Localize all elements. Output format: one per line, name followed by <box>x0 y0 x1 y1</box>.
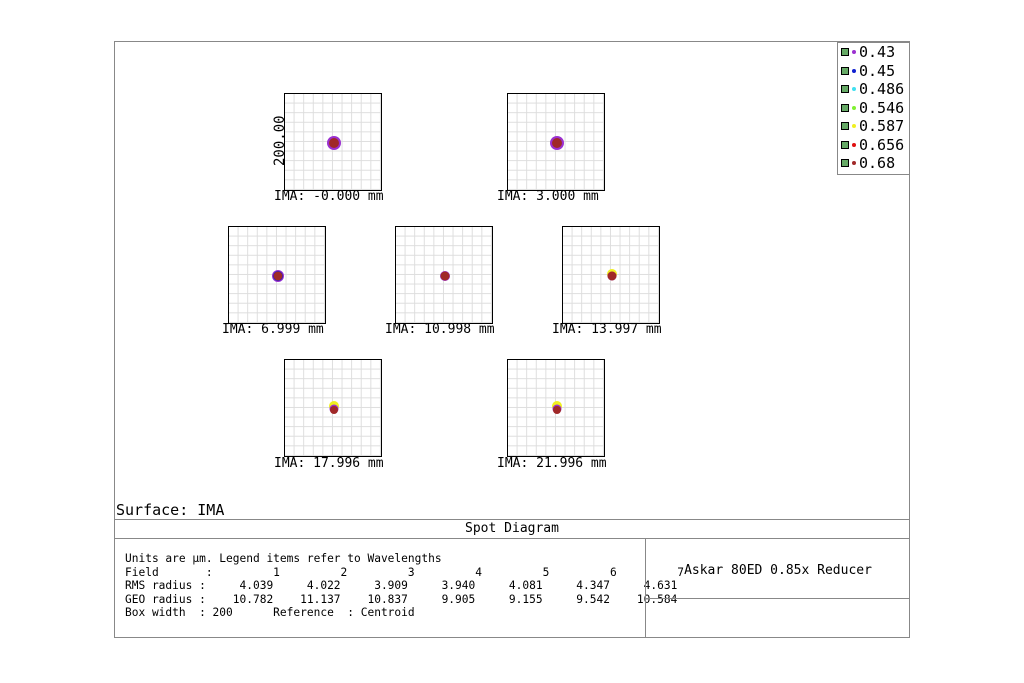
legend-dot-icon <box>852 87 856 92</box>
legend-dot-icon <box>852 124 856 129</box>
legend-swatch-icon <box>841 66 849 75</box>
legend-item: 0.656 <box>838 136 909 155</box>
spot-box-field-5 <box>562 226 660 324</box>
spot-wavelength-0.68 <box>607 271 617 281</box>
spot-box-field-3 <box>228 226 326 324</box>
legend-item: 0.546 <box>838 99 909 118</box>
spot-wavelength-0.68 <box>553 406 561 414</box>
field-label: IMA: 10.998 mm <box>385 322 495 337</box>
legend-item: 0.587 <box>838 117 909 136</box>
legend-swatch-icon <box>841 159 849 168</box>
spot-box-field-4 <box>395 226 493 324</box>
legend-item: 0.486 <box>838 80 909 99</box>
stats-text: Units are µm. Legend items refer to Wave… <box>125 552 684 620</box>
legend-item: 0.68 <box>838 154 909 173</box>
field-label: IMA: 21.996 mm <box>497 456 607 471</box>
box-width-axis-label: 200.00 <box>272 115 288 166</box>
legend-swatch-icon <box>841 48 849 57</box>
legend-item: 0.43 <box>838 43 909 62</box>
spot-wavelength-0.68 <box>273 271 283 281</box>
legend-dot-icon <box>852 50 856 55</box>
spot-box-field-1 <box>284 93 382 191</box>
legend-dot-icon <box>852 105 856 110</box>
legend-label: 0.587 <box>859 117 905 136</box>
system-info-box: Askar 80ED 0.85x Reducer <box>645 539 910 638</box>
field-label: IMA: 17.996 mm <box>274 456 384 471</box>
legend-label: 0.486 <box>859 80 905 99</box>
legend-swatch-icon <box>841 122 849 131</box>
legend-label: 0.43 <box>859 43 896 62</box>
spot-box-field-7 <box>507 359 605 457</box>
field-label: IMA: 3.000 mm <box>497 189 599 204</box>
spot-wavelength-0.68 <box>330 406 338 414</box>
spot-wavelength-0.68 <box>329 138 339 148</box>
plot-frame <box>114 41 910 638</box>
box-width-row: Box width : 200 Reference : Centroid <box>125 606 415 619</box>
rms-radius-row: RMS radius : 4.039 4.022 3.909 3.940 4.0… <box>125 579 678 592</box>
legend-item: 0.45 <box>838 62 909 81</box>
legend-swatch-icon <box>841 85 849 94</box>
system-title: Askar 80ED 0.85x Reducer <box>684 563 872 578</box>
spot-wavelength-0.68 <box>552 138 562 148</box>
field-row: Field : 1 2 3 4 5 6 7 <box>125 565 685 579</box>
legend-swatch-icon <box>841 103 849 112</box>
legend-label: 0.546 <box>859 98 905 117</box>
wavelength-legend: 0.43 0.45 0.486 0.546 0.587 0.656 0.68 <box>837 42 910 175</box>
geo-radius-row: GEO radius : 10.782 11.137 10.837 9.905 … <box>125 592 678 606</box>
field-label: IMA: 13.997 mm <box>552 322 662 337</box>
field-label: IMA: -0.000 mm <box>274 189 384 204</box>
spot-box-field-6 <box>284 359 382 457</box>
legend-dot-icon <box>852 161 856 166</box>
legend-label: 0.45 <box>859 61 896 80</box>
legend-swatch-icon <box>841 140 849 149</box>
legend-label: 0.68 <box>859 154 896 173</box>
legend-label: 0.656 <box>859 135 905 154</box>
spot-box-field-2 <box>507 93 605 191</box>
units-note: Units are µm. Legend items refer to Wave… <box>125 552 442 565</box>
divider <box>646 598 910 599</box>
surface-label: Surface: IMA <box>116 501 225 519</box>
legend-dot-icon <box>852 142 856 147</box>
spot-wavelength-0.68 <box>440 271 450 281</box>
plot-title: Spot Diagram <box>114 519 910 539</box>
legend-dot-icon <box>852 68 856 73</box>
field-label: IMA: 6.999 mm <box>222 322 324 337</box>
